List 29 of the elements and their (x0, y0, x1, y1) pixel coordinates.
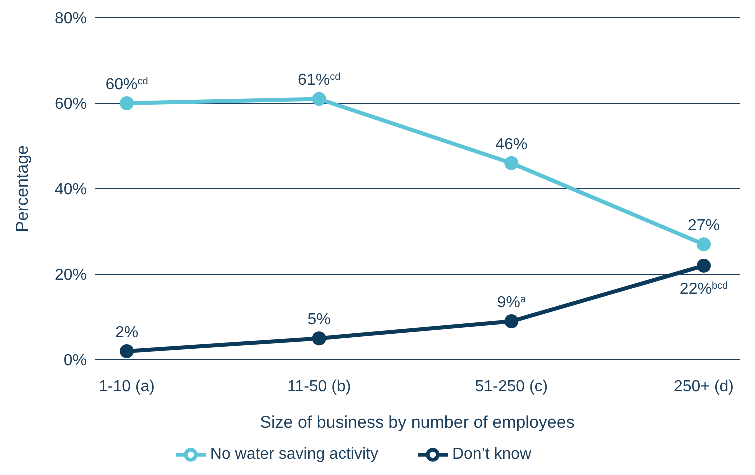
y-tick-label: 20% (54, 267, 87, 284)
point (312, 92, 326, 106)
x-tick-label: 11-50 (b) (287, 378, 352, 396)
y-tick-label: 80% (54, 10, 87, 28)
legend-label: Don’t know (452, 446, 532, 464)
point (697, 238, 711, 252)
data-label: 2% (115, 324, 139, 342)
x-axis-title: Size of business by number of employees (260, 413, 575, 432)
x-tick-label: 1-10 (a) (98, 378, 156, 396)
point (504, 314, 519, 329)
data-label: 60%$^{cd}$ (106, 76, 148, 94)
x-tick-label: 51-250 (c) (475, 378, 548, 396)
point (697, 258, 711, 273)
point (120, 96, 134, 110)
point (312, 332, 326, 346)
y-axis-title: Percentage (13, 146, 32, 232)
y-tick-label: 60% (54, 96, 87, 114)
y-tick-label: 0% (64, 352, 87, 370)
data-label: 5% (308, 312, 331, 329)
data-label: 46% (496, 136, 528, 154)
y-tick-label: 40% (54, 182, 87, 199)
x-tick-label: 250+ (d) (674, 378, 734, 396)
point (120, 344, 134, 358)
data-label: 27% (688, 218, 720, 235)
data-label: 61%$^{cd}$ (298, 72, 341, 90)
point (504, 156, 519, 170)
data-label: 9%$^{a}$ (497, 294, 526, 312)
data-label: 22%$^{bcd}$ (680, 280, 728, 298)
legend-label: No water saving activity (210, 446, 378, 464)
